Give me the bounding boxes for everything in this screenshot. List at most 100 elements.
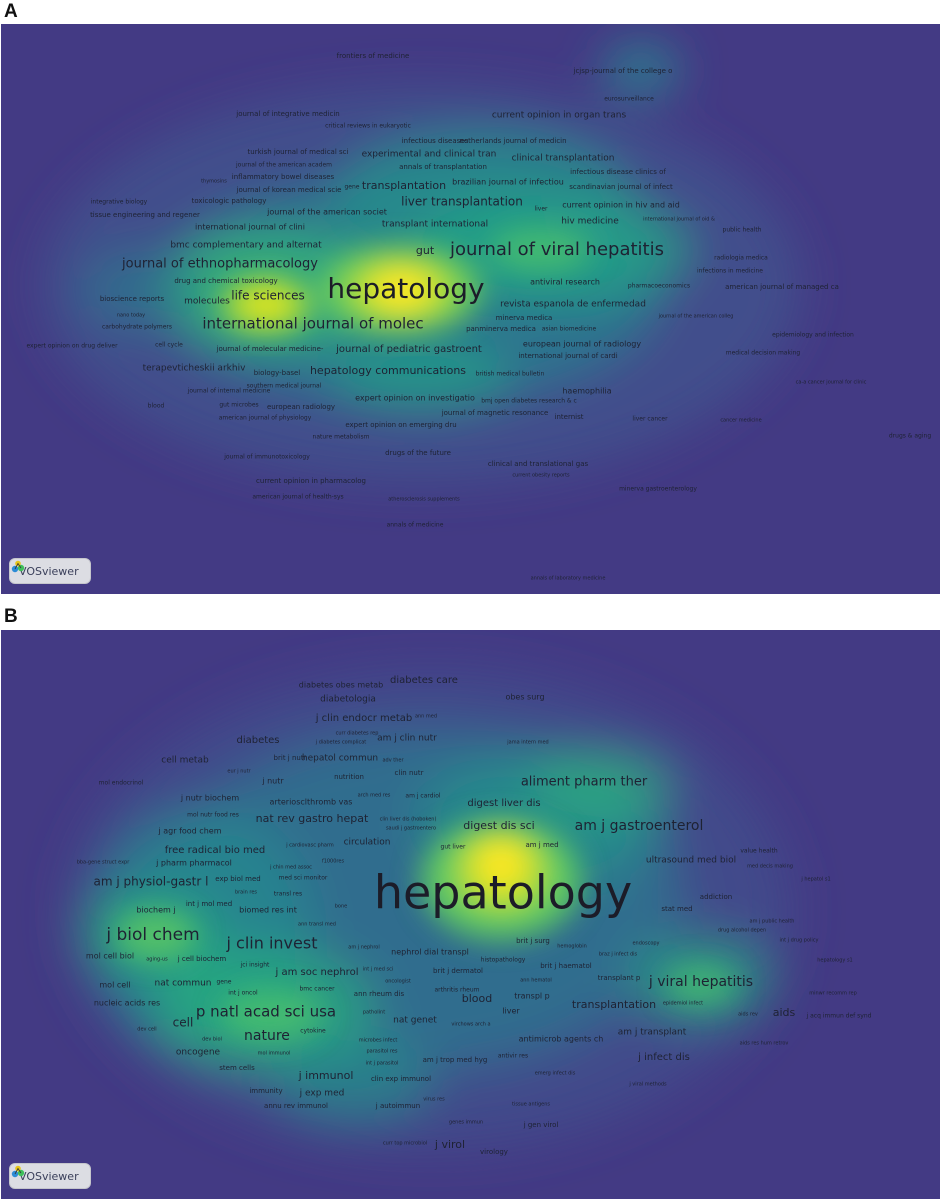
panel-b-term[interactable]: med decis making: [747, 864, 793, 870]
panel-b-term[interactable]: obes surg: [505, 693, 544, 702]
panel-b-term[interactable]: dev cell: [137, 1027, 156, 1033]
panel-b-term[interactable]: j virol: [434, 1138, 465, 1151]
panel-b-term[interactable]: histopathology: [481, 957, 526, 964]
panel-b-term[interactable]: j nutr: [261, 777, 284, 786]
panel-a-term[interactable]: gene: [345, 184, 360, 191]
panel-a-term[interactable]: international journal of oid &: [643, 217, 715, 223]
panel-b-term[interactable]: j hepatol s1: [800, 877, 830, 883]
panel-a-term[interactable]: gut microbes: [219, 402, 258, 409]
panel-b-term[interactable]: clin nutr: [395, 769, 424, 777]
panel-b-term[interactable]: f1000res: [322, 859, 345, 865]
panel-b-term[interactable]: circulation: [344, 838, 391, 848]
panel-a-term[interactable]: expert opinion on investigatio: [355, 394, 475, 403]
panel-a-term[interactable]: journal of the american colleg: [658, 314, 734, 320]
panel-b-term[interactable]: emerg infect dis: [535, 1071, 576, 1077]
panel-a-term[interactable]: hepatology communications: [310, 364, 466, 377]
panel-a-term[interactable]: international journal of cardi: [518, 352, 617, 360]
panel-b-term[interactable]: brit j dermatol: [433, 967, 483, 975]
panel-b-term[interactable]: transplantation: [572, 998, 656, 1011]
panel-b-term[interactable]: transl res: [274, 891, 302, 898]
panel-a-density-map[interactable]: frontiers of medicine jcjsp-journal of th…: [1, 24, 940, 594]
panel-a-term[interactable]: drugs & aging: [889, 433, 931, 440]
panel-b-term[interactable]: j exp med: [299, 1089, 345, 1099]
panel-b-term[interactable]: diabetes care: [390, 675, 458, 686]
panel-b-term[interactable]: endoscopy: [632, 941, 659, 947]
panel-a-term[interactable]: frontiers of medicine: [337, 52, 410, 60]
panel-b-term[interactable]: stat med: [661, 905, 692, 913]
panel-b-term[interactable]: antimicrob agents ch: [519, 1035, 604, 1044]
panel-b-term[interactable]: am j cardiol: [405, 793, 440, 800]
panel-b-term[interactable]: ultrasound med biol: [646, 856, 736, 866]
panel-a-term[interactable]: journal of pediatric gastroent: [335, 344, 482, 355]
panel-b-term[interactable]: virus res: [423, 1097, 445, 1103]
panel-a-term[interactable]: scandinavian journal of infect: [569, 183, 673, 191]
panel-a-term[interactable]: molecules: [184, 297, 230, 307]
panel-b-term[interactable]: exp biol med: [215, 875, 260, 883]
panel-a-term[interactable]: journal of internal medicine: [187, 388, 271, 395]
panel-a-term[interactable]: carbohydrate polymers: [102, 324, 172, 331]
panel-b-term[interactable]: brain res: [235, 890, 257, 896]
panel-a-term[interactable]: minerva gastroenterology: [619, 486, 697, 493]
panel-b-term[interactable]: am j physiol-gastr l: [94, 875, 209, 889]
panel-b-term[interactable]: tissue antigens: [512, 1102, 550, 1108]
panel-a-term[interactable]: journal of the american societ: [266, 208, 387, 217]
panel-a-term[interactable]: liver: [534, 206, 548, 213]
panel-a-term[interactable]: nano today: [117, 313, 145, 319]
panel-a-term[interactable]: annals of laboratory medicine: [531, 576, 606, 582]
panel-a-term[interactable]: gut: [416, 244, 435, 257]
panel-b-term[interactable]: saudi j gastroentero: [386, 826, 436, 832]
panel-a-term[interactable]: ca-a cancer journal for clinic: [796, 380, 867, 386]
panel-b-term[interactable]: mol immunol: [258, 1051, 291, 1057]
panel-b-term[interactable]: curr diabetes rep: [336, 731, 379, 737]
panel-b-term[interactable]: diabetes obes metab: [299, 681, 383, 690]
panel-a-term[interactable]: nature metabolism: [313, 434, 370, 441]
panel-b-term[interactable]: p natl acad sci usa: [196, 1003, 336, 1021]
panel-a-term[interactable]: current opinion in organ trans: [492, 111, 627, 121]
panel-a-term[interactable]: tissue engineering and regener: [90, 211, 200, 219]
panel-a-term[interactable]: liver transplantation: [401, 195, 523, 209]
panel-b-term[interactable]: transplant p: [598, 974, 641, 982]
panel-a-term[interactable]: bmj open diabetes research & c: [481, 398, 577, 405]
panel-b-term[interactable]: int j med sci: [363, 967, 394, 973]
panel-b-term[interactable]: j chin med assoc: [269, 865, 312, 871]
panel-a-term[interactable]: drug and chemical toxicology: [174, 277, 277, 285]
panel-a-term[interactable]: transplantation: [362, 179, 446, 192]
panel-a-term[interactable]: annals of transplantation: [399, 163, 487, 171]
panel-b-term[interactable]: transpl p: [514, 992, 550, 1001]
panel-b-term[interactable]: nature: [244, 1028, 290, 1044]
panel-a-term[interactable]: haemophilia: [562, 387, 611, 396]
panel-a-term[interactable]: bmc complementary and alternat: [170, 241, 322, 251]
panel-b-term[interactable]: bone: [335, 904, 347, 910]
panel-b-term[interactable]: j biol chem: [105, 925, 199, 945]
panel-a-term[interactable]: brazilian journal of infectiou: [452, 178, 564, 187]
panel-a-term[interactable]: journal of molecular medicine-: [216, 345, 324, 353]
panel-b-term[interactable]: jama intern med: [506, 740, 548, 746]
panel-a-term[interactable]: integrative biology: [91, 199, 148, 206]
panel-b-term[interactable]: liver: [502, 1007, 520, 1016]
panel-a-term[interactable]: bioscience reports: [100, 295, 165, 303]
panel-a-term[interactable]: cancer medicine: [720, 418, 761, 424]
panel-b-term[interactable]: int j mol med: [186, 900, 232, 908]
panel-b-term[interactable]: patholint: [363, 1010, 385, 1016]
panel-b-term[interactable]: am j public health: [750, 919, 795, 925]
panel-b-term[interactable]: clin exp immunol: [371, 1075, 431, 1083]
panel-b-term[interactable]: ann rheum dis: [354, 990, 405, 998]
panel-b-term[interactable]: oncologist: [385, 979, 411, 985]
panel-a-term[interactable]: transplant international: [382, 220, 488, 230]
panel-a-term[interactable]: american journal of physiology: [219, 415, 312, 422]
panel-b-term[interactable]: immunity: [249, 1087, 282, 1095]
panel-b-term[interactable]: adv ther: [382, 758, 404, 764]
panel-a-term[interactable]: blood: [148, 403, 165, 410]
panel-a-term[interactable]: journal of viral hepatitis: [449, 239, 664, 260]
panel-a-term[interactable]: european journal of radiology: [523, 340, 641, 349]
panel-b-term[interactable]: j infect dis: [637, 1052, 690, 1063]
panel-b-term[interactable]: j pharm pharmacol: [155, 859, 232, 868]
panel-b-term[interactable]: hepatology: [374, 866, 632, 920]
panel-b-term[interactable]: brit j surg: [516, 937, 550, 945]
panel-b-term[interactable]: hepatology s1: [817, 958, 852, 964]
panel-a-term[interactable]: expert opinion on drug deliver: [26, 343, 118, 350]
panel-b-term[interactable]: cytokine: [300, 1028, 326, 1035]
panel-b-term[interactable]: aging-us: [146, 957, 168, 963]
panel-b-term[interactable]: oncogene: [176, 1048, 221, 1058]
panel-b-term[interactable]: j cell biochem: [177, 955, 227, 963]
